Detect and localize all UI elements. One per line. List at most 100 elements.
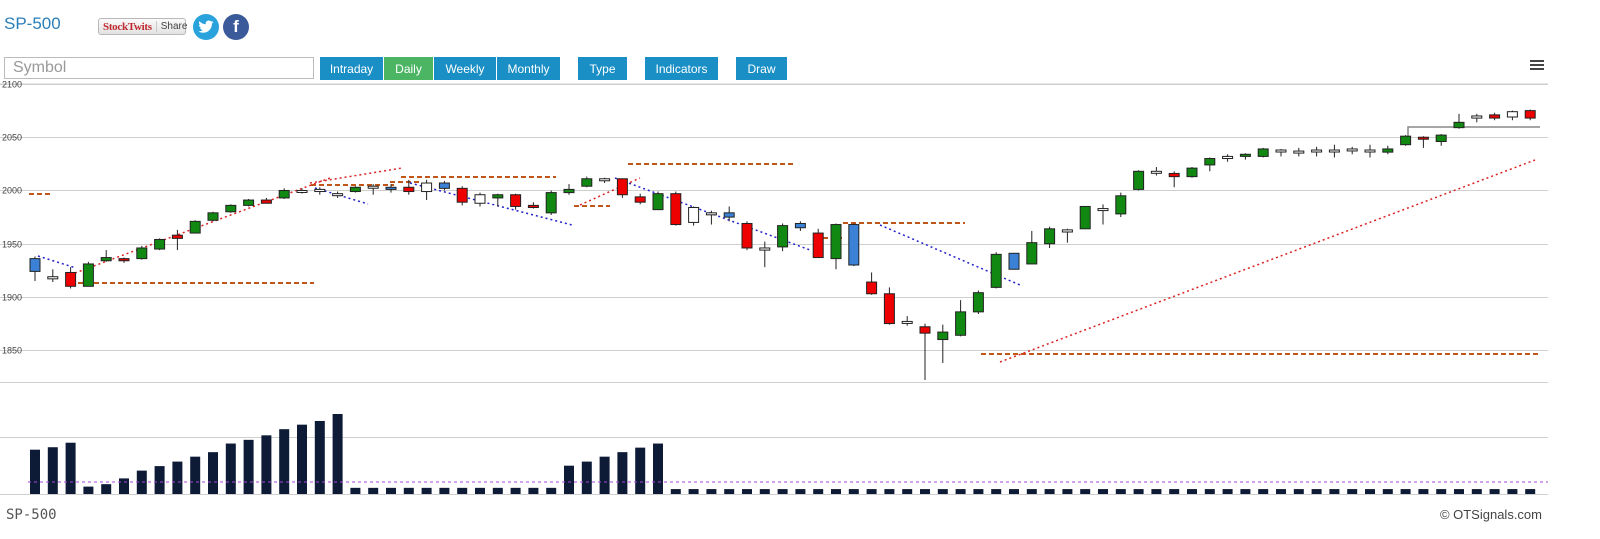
candle-body [189, 220, 201, 234]
volume-bar [30, 449, 40, 494]
candle-body [492, 194, 504, 199]
candle-body [314, 188, 326, 193]
candle-body [243, 199, 255, 206]
y-tick-label: 1950 [2, 240, 22, 250]
y-tick-label: 1900 [2, 293, 22, 303]
candle-body [1239, 153, 1251, 157]
candle-body [136, 247, 148, 260]
volume-bar [297, 424, 307, 494]
volume-bar [332, 414, 343, 494]
candle-body [1400, 135, 1412, 146]
downtrend-line [314, 187, 369, 205]
volume-bar [1115, 489, 1126, 494]
candle-body [652, 193, 664, 211]
candle-body [1506, 111, 1518, 118]
candle-body [47, 276, 59, 280]
symbol-search-input[interactable] [4, 57, 314, 79]
volume-bar [368, 487, 379, 494]
candle-body [1079, 205, 1091, 230]
page-title: SP-500 [4, 14, 61, 33]
intraday-button[interactable]: Intraday [320, 57, 383, 80]
volume-bar [279, 429, 290, 494]
candle-body [1328, 149, 1340, 153]
volume-bar [403, 487, 414, 494]
monthly-button[interactable]: Monthly [497, 57, 560, 80]
candle-body [1257, 148, 1269, 157]
volume-bar [492, 487, 503, 494]
uptrend-line [309, 167, 403, 184]
volume-bar [1080, 489, 1091, 494]
volume-bar [119, 478, 129, 494]
candle-body [723, 212, 735, 218]
candle-body [812, 232, 824, 259]
candle-body [883, 293, 895, 325]
volume-bar [1507, 489, 1518, 494]
volume-bar [101, 484, 112, 494]
candle-body [1382, 148, 1394, 153]
volume-bar [510, 487, 521, 494]
volume-bar [1293, 489, 1304, 494]
volume-bar [653, 443, 663, 494]
volume-bar [243, 439, 254, 494]
volume-bar [528, 487, 539, 494]
candle-body [759, 247, 771, 251]
candle-body [545, 192, 557, 214]
candle-body [990, 253, 1002, 288]
downtrend-line [37, 255, 77, 269]
candle-body [456, 187, 468, 203]
candle-body [1168, 172, 1180, 178]
candle-body [741, 222, 753, 249]
share-label: Share [155, 21, 190, 32]
volume-bar [1311, 489, 1322, 494]
candle-body [866, 281, 878, 295]
stocktwits-share-button[interactable]: StockTwits Share [98, 18, 187, 35]
candle-body [670, 193, 682, 226]
volume-bar [475, 487, 485, 494]
footer-credit: © OTSignals.com [1439, 507, 1542, 522]
candle-body [1435, 134, 1447, 142]
volume-bar [1204, 489, 1215, 494]
candle-body [1133, 170, 1145, 190]
hamburger-menu-icon[interactable] [1530, 60, 1544, 72]
candle-body [100, 257, 112, 262]
facebook-icon[interactable]: f [223, 14, 249, 40]
y-tick-label: 2000 [2, 186, 22, 196]
y-tick-label: 1850 [2, 346, 22, 356]
candle-body [207, 212, 219, 221]
volume-bar [831, 489, 841, 494]
volume-bar [1489, 489, 1500, 494]
volume-bar [937, 489, 948, 494]
twitter-icon[interactable] [193, 14, 219, 40]
candle-body [332, 193, 344, 197]
volume-bar [1222, 489, 1233, 494]
candle-body [972, 292, 984, 313]
resistance-bracket [1407, 126, 1540, 137]
type-button[interactable]: Type [578, 57, 627, 80]
volume-bar [47, 447, 58, 494]
volume-bar [225, 443, 236, 494]
volume-bar [1400, 489, 1411, 494]
volume-bar [706, 489, 717, 494]
volume-bar [1044, 489, 1055, 494]
candle-body [599, 178, 611, 182]
candle-body [82, 263, 94, 287]
volume-bar [439, 487, 450, 494]
volume-bar [1062, 489, 1073, 494]
candle-body [1044, 228, 1056, 245]
indicators-button[interactable]: Indicators [645, 57, 718, 80]
volume-bar [190, 456, 201, 494]
candle-body [260, 199, 272, 204]
volume-bar [261, 435, 272, 494]
weekly-button[interactable]: Weekly [434, 57, 496, 80]
draw-button[interactable]: Draw [736, 57, 787, 80]
volume-bar [902, 489, 913, 494]
candle-body [1150, 170, 1162, 174]
footer-symbol: SP-500 [6, 507, 57, 523]
volume-bar [635, 447, 646, 494]
candle-body [527, 204, 539, 209]
candle-body [705, 212, 717, 216]
candle-body [563, 188, 575, 194]
daily-button[interactable]: Daily [384, 57, 433, 80]
volume-bar [688, 489, 699, 494]
